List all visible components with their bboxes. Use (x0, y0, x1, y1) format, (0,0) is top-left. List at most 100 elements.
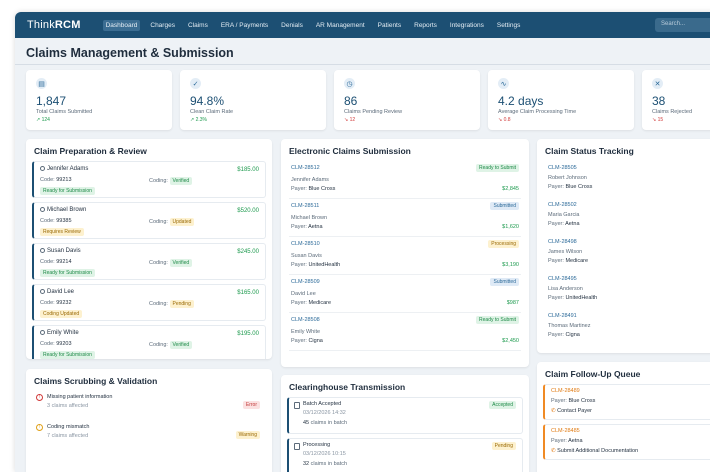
status-badge: Ready for Submission (40, 269, 95, 277)
patient-name: Maria Garcia (548, 212, 580, 218)
electronic-claim-row[interactable]: CLM-28510 Processing Susan Davis Payer: Uni… (289, 237, 521, 275)
status-tracking-row[interactable]: CLM-28495 Lisa Anderson Payer: UnitedHealt… (545, 272, 710, 309)
claim-id[interactable]: CLM-28485 (551, 428, 580, 434)
nav-item-integrations[interactable]: Integrations (449, 21, 484, 29)
stat-label: Claims Rejected (652, 109, 693, 115)
claim-id[interactable]: CLM-28498 (548, 239, 577, 245)
nav-item-denials[interactable]: Denials (281, 21, 303, 29)
batch-title: Processing (303, 442, 331, 448)
stat-value: 4.2 days (498, 94, 544, 108)
code-label: Code: (40, 300, 55, 306)
claim-prep-item[interactable]: Emily White $195.00 Code: 99203 Coding: Ver… (32, 325, 266, 359)
stat-label: Clean Claim Rate (190, 109, 234, 115)
electronic-claim-row[interactable]: CLM-28509 Submitted David Lee Payer: Medica… (289, 275, 521, 313)
status-tracking-row[interactable]: CLM-28505 Robert Johnson Payer: Blue Cross (545, 161, 710, 198)
claim-prep-item[interactable]: Susan Davis $245.00 Code: 99214 Coding: Ver… (32, 243, 266, 280)
claim-id[interactable]: CLM-28511 (291, 203, 320, 209)
claim-prep-item[interactable]: Jennifer Adams $185.00 Code: 99213 Coding: … (32, 161, 266, 198)
code-label: Code: (40, 341, 55, 347)
stat-trend: ↗ 2.3% (190, 117, 207, 123)
batch-status-badge: Pending (491, 442, 516, 450)
batch-item[interactable]: Batch Accepted 03/12/2026 14:32 45 claims … (287, 397, 523, 434)
claim-id[interactable]: CLM-28508 (291, 317, 320, 323)
status-tracking-row[interactable]: CLM-28498 James Wilson Payer: Medicare (545, 235, 710, 272)
follow-up-item[interactable]: CLM-28485 Payer: Aetna ✆ Submit Additional… (543, 424, 710, 460)
panel-title: Electronic Claims Submission (289, 146, 411, 156)
claim-prep-item[interactable]: David Lee $165.00 Code: 99232 Coding: Pendi… (32, 284, 266, 321)
payer-label: Payer: (551, 398, 567, 404)
coding-badge: Verified (169, 177, 193, 185)
activity-icon: ∿ (498, 78, 509, 89)
payer-name: UnitedHealth (565, 295, 598, 301)
batch-count: 45 (303, 420, 310, 426)
app-logo[interactable]: ThinkRCM (27, 19, 81, 31)
follow-up-action[interactable]: Submit Additional Documentation (557, 448, 639, 454)
status-tracking-row[interactable]: CLM-28491 Thomas Martinez Payer: Cigna (545, 309, 710, 346)
electronic-claim-row[interactable]: CLM-28511 Submitted Michael Brown Payer: Ae… (289, 199, 521, 237)
panel-title: Claim Status Tracking (545, 146, 634, 156)
top-nav: ThinkRCM Dashboard Charges Claims ERA / Pay… (15, 12, 710, 38)
claim-id[interactable]: CLM-28491 (548, 313, 577, 319)
claim-id[interactable]: CLM-28495 (548, 276, 577, 282)
payer-label: Payer: (291, 338, 307, 344)
nav-item-settings[interactable]: Settings (496, 21, 521, 29)
payer-label: Payer: (291, 186, 307, 192)
patient-name: Emily White (291, 329, 321, 335)
status-badge: Ready for Submission (40, 351, 95, 359)
panel-title: Claims Scrubbing & Validation (34, 376, 158, 386)
payer-name: Medicare (565, 258, 589, 264)
payer-name: Aetna (565, 221, 580, 227)
nav-item-claims[interactable]: Claims (187, 21, 208, 29)
patient-name: Emily White (47, 330, 79, 336)
batch-item[interactable]: Processing 03/12/2026 10:15 32 claims in b… (287, 438, 523, 472)
electronic-claim-row[interactable]: CLM-28508 Ready to Submit Emily White Payer… (289, 313, 521, 351)
stat-card: ✓ 94.8% Clean Claim Rate ↗ 2.3% (180, 70, 326, 130)
validation-issue[interactable]: ! Missing patient information 3 claims aff… (34, 391, 264, 417)
claim-id[interactable]: CLM-28505 (548, 165, 577, 171)
batch-count: 32 (303, 461, 310, 467)
claim-id[interactable]: CLM-28502 (548, 202, 577, 208)
patient-name: Thomas Martinez (548, 323, 591, 329)
code-label: Code: (40, 259, 55, 265)
patient-name: David Lee (47, 289, 75, 295)
stat-trend: ↘ 0.8 (498, 117, 511, 123)
payer-name: Aetna (568, 438, 583, 444)
phone-icon: ✆ (551, 408, 556, 414)
stat-card: ▤ 1,847 Total Claims Submitted ↗ 124 (26, 70, 172, 130)
validation-issue[interactable]: ! Coding mismatch 7 claims affected Warning (34, 421, 264, 447)
patient-name: Lisa Anderson (548, 286, 583, 292)
status-tracking-row[interactable]: CLM-28502 Maria Garcia Payer: Aetna (545, 198, 710, 235)
nav-item-charges[interactable]: Charges (150, 21, 175, 29)
nav-item-dashboard[interactable]: Dashboard (102, 19, 141, 31)
coding-label: Coding: (149, 342, 168, 348)
stat-value: 38 (652, 94, 666, 108)
payer-name: Blue Cross (308, 186, 336, 192)
claim-id[interactable]: CLM-28510 (291, 241, 320, 247)
nav-item-era-payments[interactable]: ERA / Payments (220, 21, 269, 29)
severity-badge: Warning (235, 431, 260, 439)
nav-item-reports[interactable]: Reports (414, 21, 437, 29)
coding-label: Coding: (149, 219, 168, 225)
electronic-claim-row[interactable]: CLM-28512 Ready to Submit Jennifer Adams Pa… (289, 161, 521, 199)
payer-label: Payer: (291, 224, 307, 230)
nav-item-patients[interactable]: Patients (377, 21, 402, 29)
follow-up-item[interactable]: CLM-28489 Payer: Blue Cross ✆ Contact Paye… (543, 384, 710, 420)
claim-id[interactable]: CLM-28512 (291, 165, 320, 171)
coding-badge: Updated (169, 218, 195, 226)
follow-up-action[interactable]: Contact Payer (557, 408, 592, 414)
file-icon (294, 402, 300, 409)
procedure-code: 99214 (56, 259, 72, 265)
x-circle-icon: ✕ (652, 78, 663, 89)
search-input[interactable]: Search... (655, 18, 710, 32)
nav-item-ar-management[interactable]: AR Management (315, 21, 365, 29)
claim-id[interactable]: CLM-28489 (551, 388, 580, 394)
batch-count-suffix: claims in batch (310, 420, 348, 426)
code-label: Code: (40, 177, 55, 183)
stat-card: ◷ 86 Claims Pending Review ↘ 12 (334, 70, 480, 130)
status-badge: Ready for Submission (40, 187, 95, 195)
claim-id[interactable]: CLM-28509 (291, 279, 320, 285)
coding-label: Coding: (149, 260, 168, 266)
claim-prep-item[interactable]: Michael Brown $520.00 Code: 99385 Coding: U… (32, 202, 266, 239)
alert-circle-icon: ! (36, 424, 43, 431)
patient-name: Michael Brown (291, 215, 328, 221)
